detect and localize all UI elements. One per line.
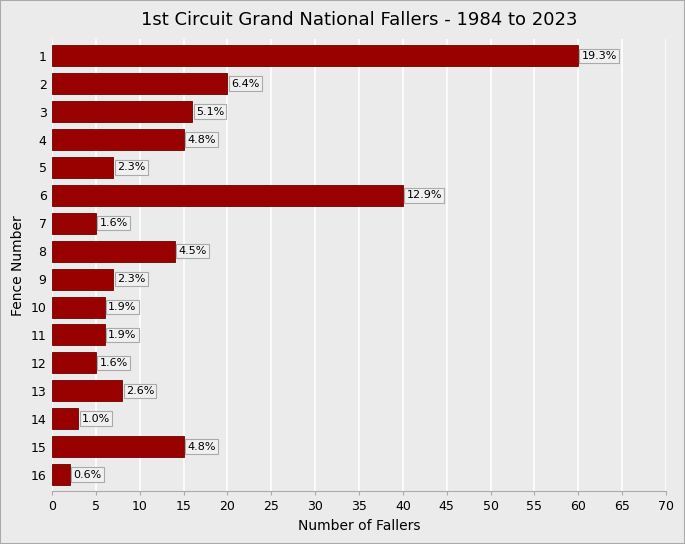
Text: 1.6%: 1.6%: [99, 218, 127, 228]
Y-axis label: Fence Number: Fence Number: [11, 215, 25, 316]
Text: 2.3%: 2.3%: [117, 163, 145, 172]
Bar: [52, 241, 175, 262]
X-axis label: Number of Fallers: Number of Fallers: [298, 519, 420, 533]
Text: 1.9%: 1.9%: [108, 302, 136, 312]
Text: 1.6%: 1.6%: [99, 358, 127, 368]
Bar: [52, 296, 105, 318]
Bar: [52, 45, 578, 66]
Bar: [52, 157, 114, 178]
Text: 1.9%: 1.9%: [108, 330, 136, 340]
Bar: [52, 353, 96, 373]
Text: 2.3%: 2.3%: [117, 274, 145, 284]
Bar: [52, 269, 114, 289]
Text: 1.0%: 1.0%: [82, 414, 110, 424]
Text: 6.4%: 6.4%: [231, 79, 260, 89]
Text: 4.5%: 4.5%: [178, 246, 207, 256]
Text: 12.9%: 12.9%: [406, 190, 442, 200]
Title: 1st Circuit Grand National Fallers - 1984 to 2023: 1st Circuit Grand National Fallers - 198…: [140, 11, 577, 29]
Text: 4.8%: 4.8%: [187, 442, 216, 452]
Bar: [52, 185, 403, 206]
Bar: [52, 101, 192, 122]
Bar: [52, 408, 78, 429]
Bar: [52, 129, 184, 150]
Bar: [52, 324, 105, 345]
Bar: [52, 73, 227, 94]
Bar: [52, 213, 96, 234]
Bar: [52, 464, 70, 485]
Text: 5.1%: 5.1%: [196, 107, 224, 116]
Text: 2.6%: 2.6%: [126, 386, 154, 396]
Text: 4.8%: 4.8%: [187, 134, 216, 145]
Text: 0.6%: 0.6%: [73, 469, 101, 480]
Bar: [52, 436, 184, 457]
Text: 19.3%: 19.3%: [582, 51, 617, 61]
Bar: [52, 380, 122, 401]
